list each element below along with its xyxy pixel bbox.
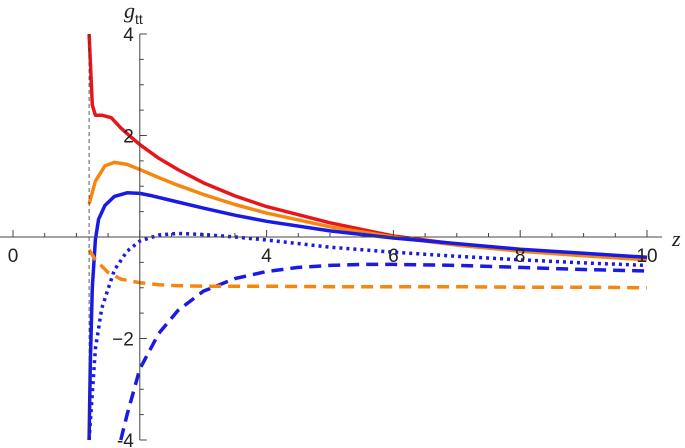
y-axis-title-subscript: tt bbox=[135, 11, 143, 27]
x-tick-label: 8 bbox=[515, 246, 526, 267]
y-tick-label: -4 bbox=[117, 431, 134, 448]
y-axis-title: gtt bbox=[124, 0, 143, 27]
x-axis-title: z bbox=[671, 226, 681, 251]
x-tick-label: 4 bbox=[261, 246, 272, 267]
series-line-3 bbox=[87, 191, 648, 441]
series-line-1 bbox=[87, 33, 648, 261]
x-tick-label: 10 bbox=[636, 246, 657, 267]
x-tick-label: 0 bbox=[8, 246, 19, 267]
y-tick-label: 2 bbox=[123, 127, 134, 148]
x-tick-label: 6 bbox=[388, 246, 399, 267]
curves-layer bbox=[87, 33, 648, 441]
y-tick-label: 4 bbox=[123, 25, 134, 46]
y-axis-title-main: g bbox=[124, 0, 135, 23]
axes-layer bbox=[0, 33, 662, 441]
tick-labels-layer: 0 4 6 8 10 -4 −2 2 4 bbox=[8, 25, 658, 448]
series-line-2 bbox=[87, 160, 648, 262]
y-tick-label: −2 bbox=[112, 330, 134, 351]
series-line-5 bbox=[119, 262, 648, 441]
series-line-6 bbox=[87, 248, 648, 290]
